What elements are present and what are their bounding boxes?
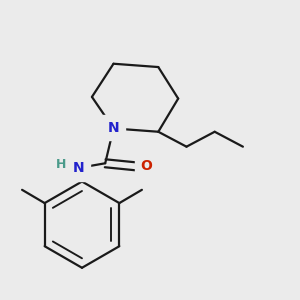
Text: N: N [73, 161, 85, 175]
Text: H: H [56, 158, 66, 171]
Text: O: O [141, 159, 153, 172]
Text: N: N [108, 121, 119, 135]
